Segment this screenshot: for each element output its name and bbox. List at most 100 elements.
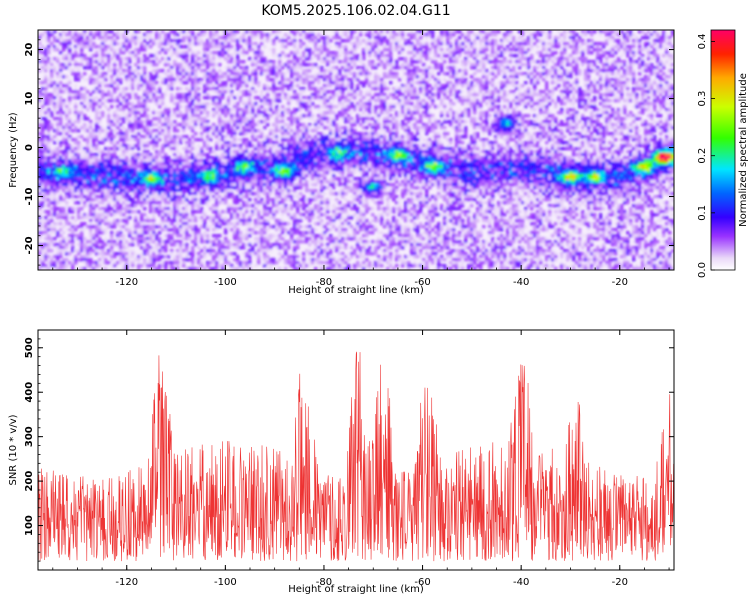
heatmap-cell <box>239 231 243 235</box>
heatmap-cell <box>164 33 168 37</box>
heatmap-cell <box>143 195 147 199</box>
heatmap-cell <box>251 183 255 187</box>
heatmap-cell <box>281 231 285 235</box>
heatmap-cell <box>296 183 300 187</box>
heatmap-cell <box>296 147 300 151</box>
heatmap-cell <box>80 267 84 270</box>
heatmap-cell <box>260 159 264 163</box>
heatmap-cell <box>164 39 168 43</box>
heatmap-cell <box>176 234 180 238</box>
heatmap-cell <box>212 132 216 136</box>
heatmap-cell <box>125 240 129 244</box>
heatmap-cell <box>86 249 90 253</box>
heatmap-cell <box>212 84 216 88</box>
heatmap-cell <box>110 69 114 73</box>
heatmap-cell <box>260 237 264 241</box>
heatmap-cell <box>101 129 105 133</box>
heatmap-cell <box>44 195 48 199</box>
heatmap-cell <box>278 81 282 85</box>
heatmap-cell <box>59 150 63 154</box>
heatmap-cell <box>68 183 72 187</box>
heatmap-cell <box>86 264 90 268</box>
heatmap-cell <box>95 126 99 130</box>
heatmap-cell <box>263 57 267 61</box>
heatmap-cell <box>50 183 54 187</box>
heatmap-cell <box>107 213 111 217</box>
heatmap-cell <box>164 204 168 208</box>
heatmap-cell <box>125 210 129 214</box>
heatmap-cell <box>44 54 48 58</box>
heatmap-cell <box>167 198 171 202</box>
heatmap-cell <box>191 258 195 262</box>
heatmap-cell <box>293 255 297 259</box>
heatmap-cell <box>236 45 240 49</box>
heatmap-cell <box>176 174 180 178</box>
heatmap-cell <box>200 165 204 169</box>
heatmap-cell <box>245 144 249 148</box>
heatmap-cell <box>179 81 183 85</box>
heatmap-cell <box>245 168 249 172</box>
heatmap-cell <box>161 198 165 202</box>
heatmap-cell <box>212 240 216 244</box>
heatmap-cell <box>272 48 276 52</box>
heatmap-cell <box>44 81 48 85</box>
heatmap-cell <box>218 255 222 259</box>
heatmap-cell <box>152 99 156 103</box>
heatmap-cell <box>263 255 267 259</box>
heatmap-cell <box>65 63 69 67</box>
heatmap-cell <box>212 207 216 211</box>
heatmap-cell <box>260 135 264 139</box>
heatmap-cell <box>233 63 237 67</box>
heatmap-cell <box>89 225 93 229</box>
heatmap-cell <box>233 141 237 145</box>
heatmap-cell <box>200 198 204 202</box>
heatmap-cell <box>74 87 78 91</box>
heatmap-cell <box>278 168 282 172</box>
heatmap-cell <box>215 261 219 265</box>
heatmap-cell <box>140 213 144 217</box>
heatmap-cell <box>164 189 168 193</box>
heatmap-cell <box>236 240 240 244</box>
heatmap-cell <box>137 168 141 172</box>
heatmap-cell <box>80 135 84 139</box>
heatmap-cell <box>242 108 246 112</box>
heatmap-cell <box>65 183 69 187</box>
heatmap-cell <box>302 171 306 175</box>
heatmap-cell <box>230 207 234 211</box>
heatmap-cell <box>44 210 48 214</box>
heatmap-cell <box>179 87 183 91</box>
heatmap-cell <box>116 123 120 127</box>
heatmap-cell <box>173 207 177 211</box>
heatmap-cell <box>200 174 204 178</box>
heatmap-cell <box>278 108 282 112</box>
heatmap-cell <box>224 171 228 175</box>
heatmap-cell <box>227 174 231 178</box>
heatmap-cell <box>245 120 249 124</box>
heatmap-cell <box>293 36 297 40</box>
heatmap-cell <box>200 126 204 130</box>
heatmap-cell <box>89 264 93 268</box>
heatmap-cell <box>209 87 213 91</box>
heatmap-cell <box>167 33 171 37</box>
heatmap-cell <box>50 84 54 88</box>
heatmap-cell <box>272 81 276 85</box>
heatmap-cell <box>179 153 183 157</box>
heatmap-cell <box>80 255 84 259</box>
heatmap-cell <box>44 66 48 70</box>
heatmap-cell <box>41 186 45 190</box>
heatmap-cell <box>128 39 132 43</box>
heatmap-cell <box>95 225 99 229</box>
heatmap-cell <box>203 63 207 67</box>
heatmap-cell <box>119 42 123 46</box>
heatmap-cell <box>143 126 147 130</box>
heatmap-cell <box>236 201 240 205</box>
heatmap-cell <box>227 177 231 181</box>
heatmap-cell <box>248 75 252 79</box>
heatmap-cell <box>227 147 231 151</box>
heatmap-cell <box>215 135 219 139</box>
heatmap-cell <box>68 51 72 55</box>
heatmap-cell <box>269 153 273 157</box>
heatmap-cell <box>290 216 294 220</box>
heatmap-cell <box>275 234 279 238</box>
heatmap-cell <box>146 156 150 160</box>
